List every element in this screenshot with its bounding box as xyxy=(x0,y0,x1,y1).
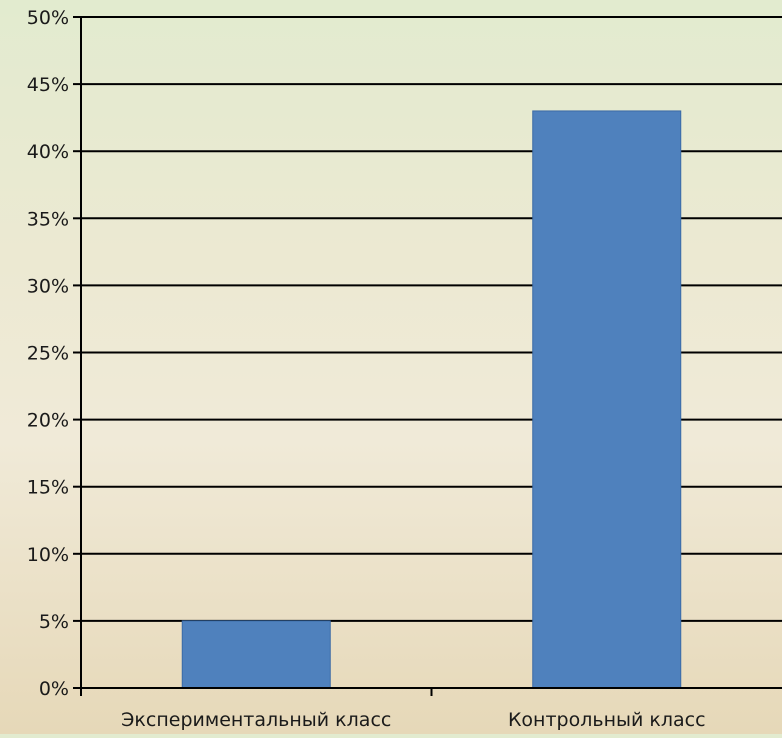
bars xyxy=(181,110,682,689)
y-tick-label: 50% xyxy=(27,7,69,29)
y-tick-labels: 0% 5% 10% 15% 20% 25% 30% 35% 40% 45% 50% xyxy=(27,7,69,700)
x-tick-label: Экспериментальный класс xyxy=(121,709,391,731)
y-tick-label: 0% xyxy=(39,678,69,700)
y-tick-label: 15% xyxy=(27,477,69,499)
x-tick-labels: Экспериментальный класс Контрольный класс xyxy=(121,709,705,731)
gridlines xyxy=(81,16,782,622)
y-tick-label: 20% xyxy=(27,410,69,432)
y-tick-label: 35% xyxy=(27,208,69,230)
y-tick-label: 45% xyxy=(27,74,69,96)
bar xyxy=(532,110,682,689)
y-tick-label: 25% xyxy=(27,343,69,365)
axes xyxy=(73,16,782,696)
y-tick-label: 10% xyxy=(27,544,69,566)
bar xyxy=(181,620,331,689)
y-tick-label: 30% xyxy=(27,275,69,297)
x-tick-label: Контрольный класс xyxy=(508,709,706,731)
y-tick-label: 40% xyxy=(27,141,69,163)
y-tick-label: 5% xyxy=(39,611,69,633)
